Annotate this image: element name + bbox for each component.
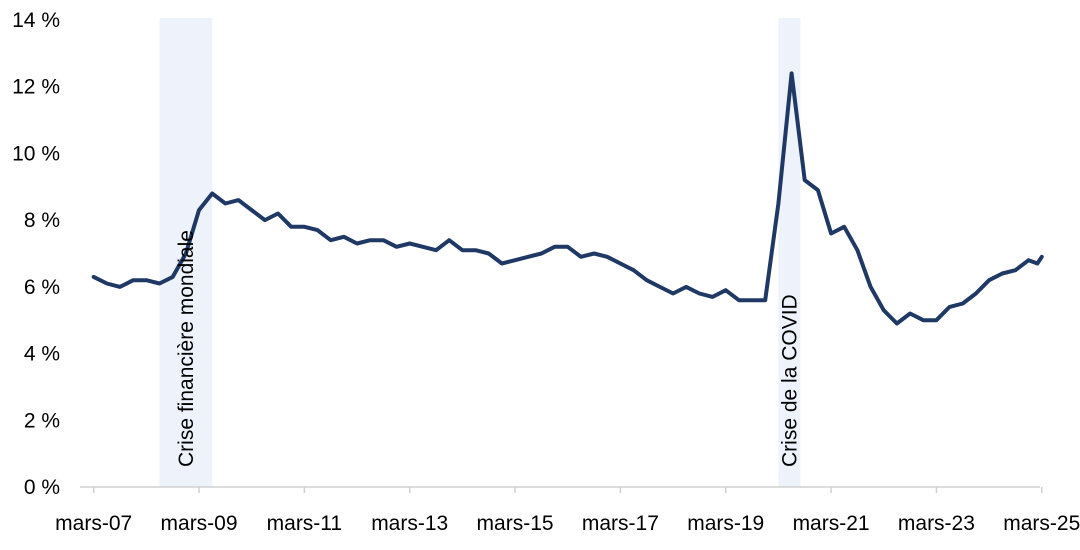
shaded-period-label-2: Crise de la COVID	[778, 294, 801, 467]
x-axis-ticks: mars-07 mars-09 mars-11 mars-13 mars-15 mars-…	[55, 487, 1080, 535]
x-tick-label: mars-23	[898, 512, 975, 535]
x-tick-label: mars-07	[55, 512, 132, 535]
y-tick-label: 14 %	[12, 9, 60, 32]
x-tick-label: mars-25	[1003, 512, 1080, 535]
y-tick-label: 8 %	[24, 209, 60, 232]
x-tick-label: mars-15	[477, 512, 554, 535]
y-tick-label: 6 %	[24, 276, 60, 299]
y-tick-label: 0 %	[24, 476, 60, 499]
shaded-periods	[159, 18, 801, 487]
shaded-period-label-1: Crise financière mondiale	[175, 230, 198, 467]
series-lines	[91, 71, 1044, 326]
x-tick-label: mars-13	[371, 512, 448, 535]
x-tick-label: mars-21	[793, 512, 870, 535]
series-line-1	[91, 71, 1044, 326]
y-tick-label: 10 %	[12, 142, 60, 165]
x-tick-label: mars-11	[267, 512, 342, 535]
y-tick-label: 12 %	[12, 76, 60, 99]
y-axis-ticks: 0 % 2 % 4 % 6 % 8 % 10 % 12 % 14 %	[12, 9, 60, 499]
x-tick-label: mars-19	[687, 512, 764, 535]
x-tick-label: mars-09	[161, 512, 238, 535]
y-tick-label: 4 %	[24, 343, 60, 366]
y-tick-label: 2 %	[24, 409, 60, 432]
shaded-period-labels: Crise financière mondiale Crise de la COV…	[175, 230, 802, 467]
x-tick-label: mars-17	[582, 512, 659, 535]
